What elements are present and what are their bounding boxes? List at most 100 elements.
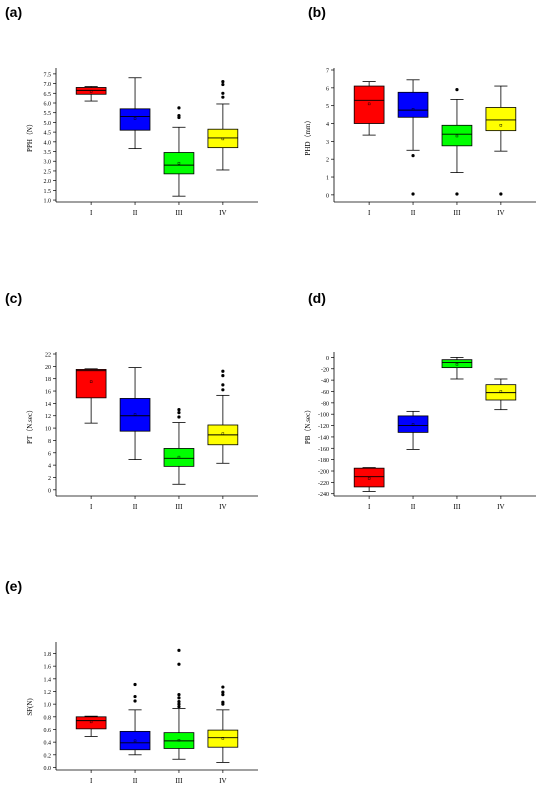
y-tick-label: 0: [326, 356, 329, 362]
y-tick-label: 3: [326, 140, 329, 146]
box-I: [353, 467, 385, 492]
mean-marker: [499, 390, 503, 393]
y-tick-label: 0: [48, 488, 51, 494]
mean-marker: [133, 413, 137, 416]
iqr-box: [163, 448, 195, 467]
y-tick-label: 18: [45, 377, 51, 383]
y-axis-label: PHD（mm）: [304, 117, 312, 156]
mean-marker: [221, 137, 225, 141]
box-III: [163, 407, 195, 485]
y-tick-label: -40: [321, 379, 329, 385]
outlier-point: [133, 682, 137, 687]
y-tick-label: 1.0: [44, 703, 52, 709]
y-tick-label: 4: [326, 122, 329, 128]
outlier-point: [411, 192, 415, 196]
y-tick-label: 7: [326, 69, 329, 75]
iqr-box: [397, 91, 429, 118]
y-tick-label: 1: [326, 176, 329, 182]
outlier-point: [221, 369, 225, 373]
box-II: [119, 367, 151, 460]
y-tick-label: -100: [318, 413, 329, 419]
box-I: [75, 86, 107, 102]
x-tick-label: II: [411, 209, 416, 217]
y-tick-label: 10: [45, 427, 51, 433]
outlier-point: [177, 705, 181, 709]
x-tick-label: III: [453, 503, 461, 511]
y-tick-label: 2.0: [44, 179, 52, 185]
y-tick-label: 12: [45, 414, 51, 420]
y-tick-label: 14: [45, 402, 51, 408]
outlier-point: [221, 700, 225, 704]
outlier-point: [133, 699, 137, 703]
box-II: [119, 77, 151, 150]
x-tick-label: I: [90, 503, 93, 511]
mean-marker: [177, 739, 181, 742]
outlier-point: [177, 696, 181, 700]
y-tick-label: 0.4: [44, 741, 52, 747]
box-IV: [207, 369, 239, 464]
mean-marker: [177, 455, 181, 459]
box-IV: [207, 80, 239, 171]
x-tick-label: I: [90, 777, 93, 785]
y-tick-label: 7.5: [44, 72, 52, 78]
box-III: [163, 648, 195, 760]
y-tick-label: -220: [318, 481, 329, 487]
mean-marker: [89, 90, 93, 93]
iqr-box: [485, 107, 517, 132]
mean-marker: [133, 739, 137, 743]
outlier-point: [221, 374, 225, 378]
x-tick-label: I: [368, 209, 371, 217]
mean-marker: [89, 720, 93, 724]
x-tick-label: IV: [219, 777, 226, 785]
outlier-point: [177, 662, 181, 666]
box-IV: [485, 85, 517, 196]
y-tick-label: 1.5: [44, 189, 52, 195]
y-tick-label: 1.6: [44, 665, 52, 671]
x-tick-label: III: [453, 209, 461, 217]
box-II: [119, 682, 151, 756]
x-tick-label: I: [90, 209, 93, 217]
panel-label: (d): [308, 290, 326, 306]
x-tick-label: I: [368, 503, 371, 511]
box-I: [75, 715, 107, 737]
iqr-box: [207, 128, 239, 149]
outlier-point: [221, 388, 225, 392]
y-tick-label: -180: [318, 458, 329, 464]
outlier-point: [221, 80, 225, 84]
y-tick-label: 20: [45, 365, 51, 371]
y-tick-label: 4.5: [44, 131, 52, 137]
outlier-point: [133, 694, 137, 699]
mean-marker: [455, 134, 459, 138]
panel-label: (b): [308, 4, 326, 20]
mean-marker: [133, 117, 137, 120]
box-plot-panel: 1.0 1.5 2.0 2.5 3.0 3.5 4.0 4.5 5.0 5.5 6.0 6.5 7.0 7…: [26, 68, 258, 217]
x-tick-label: III: [175, 209, 183, 217]
mean-marker: [367, 102, 371, 106]
y-tick-label: 2: [326, 158, 329, 164]
y-tick-label: -140: [318, 435, 329, 441]
mean-marker: [89, 380, 93, 383]
y-axis-label: SF(N): [26, 698, 34, 716]
box-plot-panel: -240-220-200-180-160-140-120-100-80-60-4…: [304, 352, 536, 511]
iqr-box: [119, 398, 151, 432]
x-tick-label: II: [411, 503, 416, 511]
outlier-point: [221, 95, 225, 99]
mean-marker: [411, 423, 415, 426]
y-tick-label: -80: [321, 401, 329, 407]
y-tick-label: 4: [48, 464, 51, 470]
outlier-point: [221, 685, 225, 689]
x-tick-label: IV: [497, 503, 504, 511]
y-tick-label: -240: [318, 492, 329, 498]
x-tick-label: IV: [219, 209, 226, 217]
outlier-point: [177, 114, 181, 118]
iqr-box: [441, 359, 473, 369]
y-tick-label: 0.6: [44, 728, 52, 734]
outlier-point: [455, 88, 459, 92]
y-tick-label: 6.5: [44, 92, 52, 98]
y-tick-label: 8: [48, 439, 51, 445]
outlier-point: [221, 693, 225, 697]
y-tick-label: 5.5: [44, 111, 52, 117]
x-tick-label: II: [133, 777, 138, 785]
